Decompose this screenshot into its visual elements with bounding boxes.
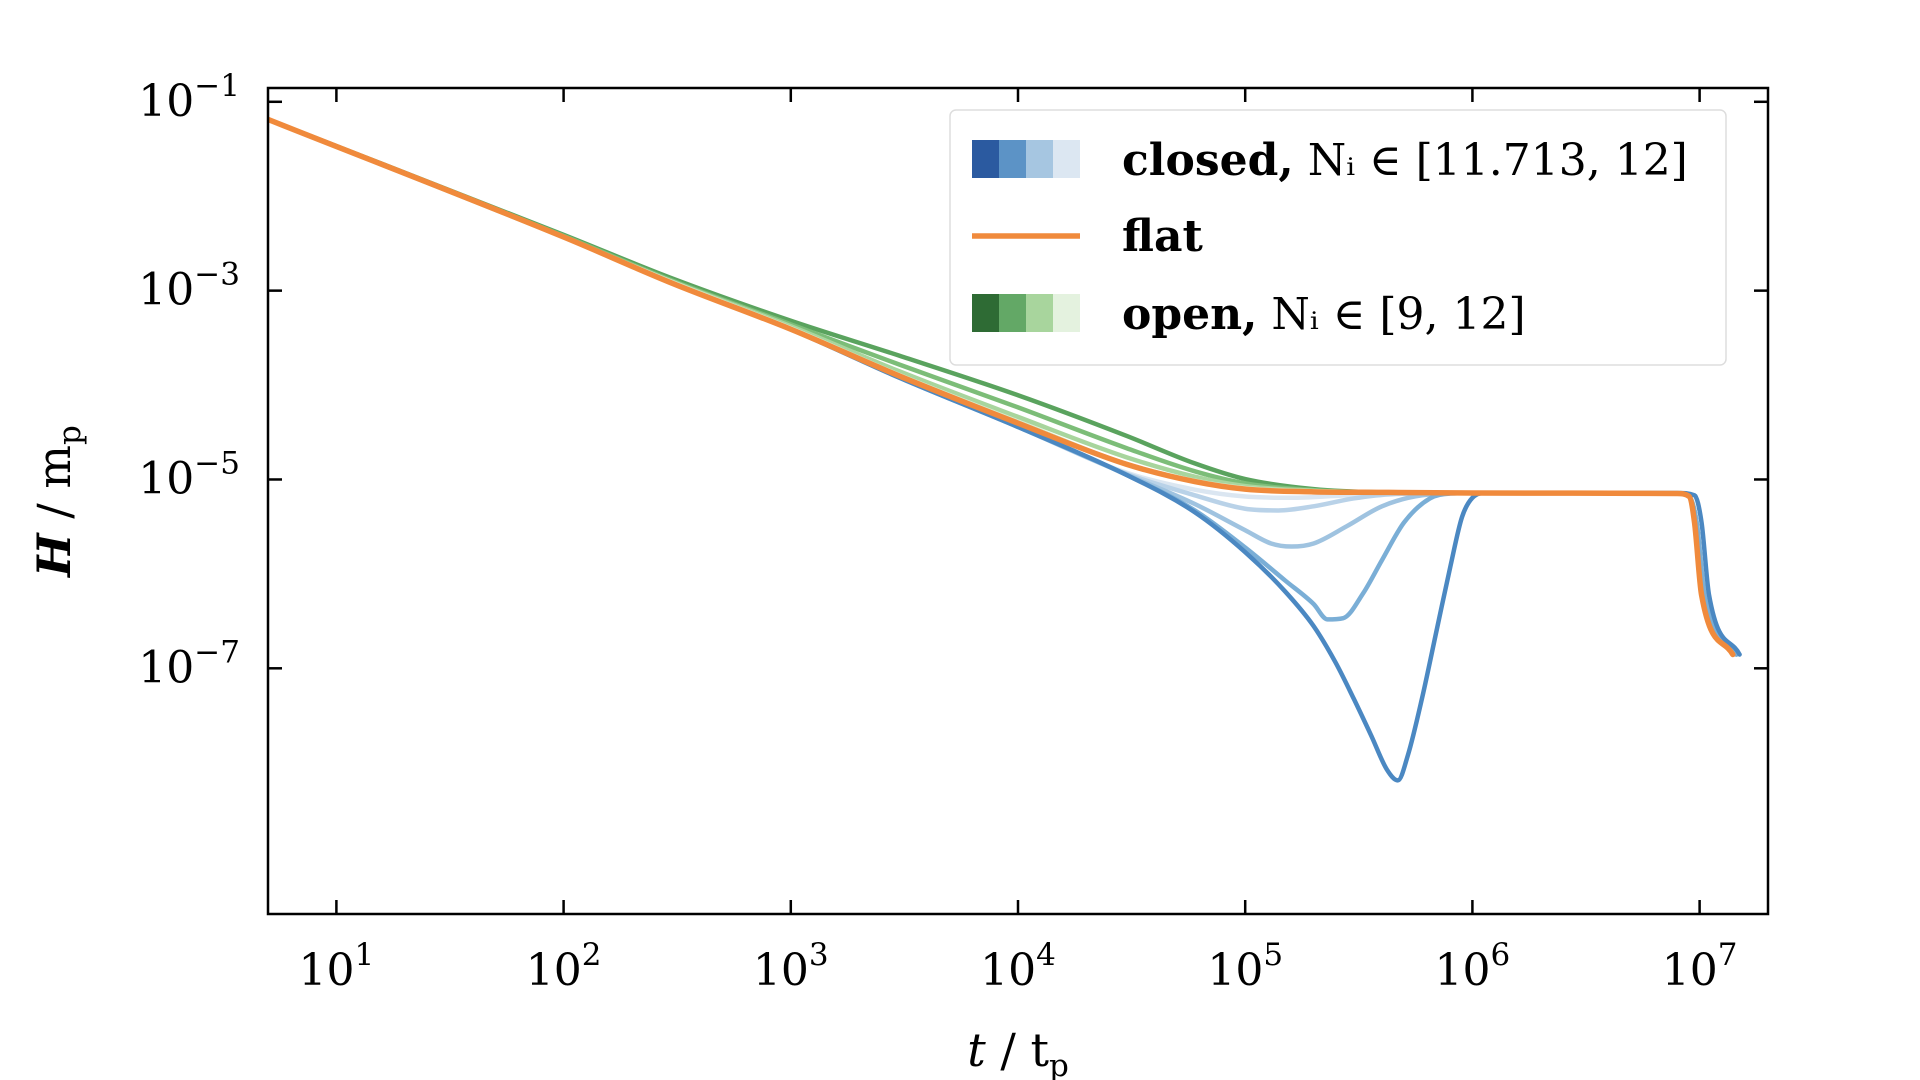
legend-entry-0: closed, Nᵢ ∈ [11.713, 12] bbox=[972, 135, 1688, 186]
legend-entry-1: flat bbox=[972, 211, 1204, 262]
series-line-flat-9 bbox=[268, 116, 1736, 658]
legend-swatch-0-0 bbox=[972, 140, 999, 178]
series-layer bbox=[268, 116, 1742, 783]
legend-swatch-0-1 bbox=[999, 140, 1026, 178]
legend-swatch-2-0 bbox=[972, 294, 999, 332]
legend-swatch-0-2 bbox=[1026, 140, 1053, 178]
y-tick-label-2: 10−5 bbox=[138, 445, 240, 504]
x-tick-label-3: 104 bbox=[980, 937, 1056, 996]
x-tick-label-0: 101 bbox=[299, 937, 375, 996]
y-tick-label-0: 10−1 bbox=[138, 68, 240, 127]
x-tick-label-2: 103 bbox=[753, 937, 829, 996]
legend: closed, Nᵢ ∈ [11.713, 12] flat open, Nᵢ ∈ [9… bbox=[949, 109, 1727, 366]
y-axis-label: H / mp bbox=[27, 425, 88, 579]
x-tick-label-1: 102 bbox=[526, 937, 602, 996]
legend-swatch-2-3 bbox=[1053, 294, 1080, 332]
y-tick-label-1: 10−3 bbox=[138, 257, 240, 316]
y-tick-label-3: 10−7 bbox=[138, 634, 240, 693]
legend-label-2: open, Nᵢ ∈ [9, 12] bbox=[1122, 289, 1526, 340]
tick-labels-layer: 101 102 103 104 105 106 107 10−1 10−3 10−5 10−7 bbox=[138, 68, 1737, 996]
x-tick-label-5: 106 bbox=[1435, 937, 1511, 996]
legend-label-0: closed, Nᵢ ∈ [11.713, 12] bbox=[1122, 135, 1688, 186]
legend-swatch-2-1 bbox=[999, 294, 1026, 332]
legend-swatch-2-2 bbox=[1026, 294, 1053, 332]
legend-label-1: flat bbox=[1122, 211, 1204, 262]
legend-entry-2: open, Nᵢ ∈ [9, 12] bbox=[972, 289, 1526, 340]
legend-box bbox=[949, 109, 1727, 366]
x-tick-label-4: 105 bbox=[1207, 937, 1283, 996]
legend-entries: closed, Nᵢ ∈ [11.713, 12] flat open, Nᵢ ∈ [9… bbox=[972, 135, 1688, 340]
legend-swatch-0-3 bbox=[1053, 140, 1080, 178]
x-axis-label: t / tp bbox=[967, 1023, 1069, 1080]
ticks-layer bbox=[268, 88, 1768, 914]
x-tick-label-6: 107 bbox=[1662, 937, 1738, 996]
